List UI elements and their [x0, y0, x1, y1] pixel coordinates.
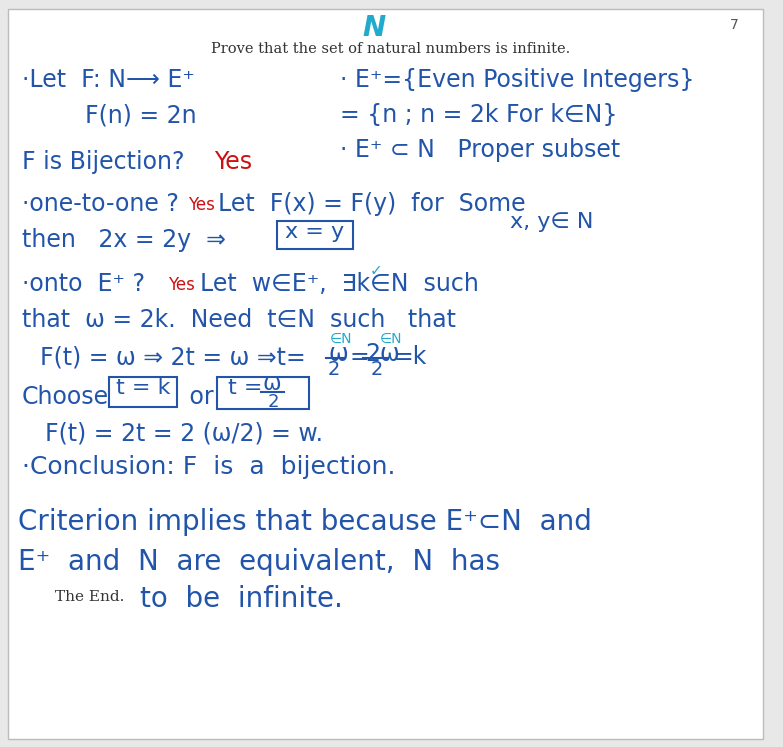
Text: F(t) = 2t = 2 (ω/2) = w.: F(t) = 2t = 2 (ω/2) = w.: [45, 421, 323, 445]
FancyBboxPatch shape: [217, 377, 309, 409]
Text: =: =: [350, 345, 370, 369]
Text: ω: ω: [328, 342, 348, 366]
Text: · E⁺ ⊂ N   Proper subset: · E⁺ ⊂ N Proper subset: [340, 138, 620, 162]
Text: Yes: Yes: [188, 196, 215, 214]
Text: 2: 2: [328, 360, 341, 379]
Text: 2: 2: [268, 393, 280, 411]
Text: ·Let  F: N⟶ E⁺: ·Let F: N⟶ E⁺: [22, 68, 195, 92]
Text: F(n) = 2n: F(n) = 2n: [85, 103, 197, 127]
Text: ∈N: ∈N: [330, 332, 352, 346]
Text: Yes: Yes: [214, 150, 252, 174]
Text: t = k: t = k: [116, 378, 170, 398]
Text: F(t) = ω ⇒ 2t = ω ⇒t=: F(t) = ω ⇒ 2t = ω ⇒t=: [40, 345, 305, 369]
FancyBboxPatch shape: [8, 9, 763, 739]
Text: 7: 7: [730, 18, 738, 32]
Text: ·onto  E⁺ ?: ·onto E⁺ ?: [22, 272, 145, 296]
Text: x, y∈ N: x, y∈ N: [510, 212, 594, 232]
Text: x = y: x = y: [286, 222, 345, 242]
Text: Yes: Yes: [168, 276, 195, 294]
Text: that  ω = 2k.  Need  t∈N  such   that: that ω = 2k. Need t∈N such that: [22, 308, 456, 332]
Text: or: or: [182, 385, 221, 409]
Text: = {n ; n = 2k For k∈N}: = {n ; n = 2k For k∈N}: [340, 103, 618, 127]
FancyBboxPatch shape: [277, 221, 353, 249]
Text: =k: =k: [393, 345, 427, 369]
Text: Criterion implies that because E⁺⊂N  and: Criterion implies that because E⁺⊂N and: [18, 508, 592, 536]
Text: N: N: [363, 14, 385, 42]
Text: ∈N: ∈N: [380, 332, 402, 346]
Text: ω: ω: [263, 374, 282, 394]
Text: t =: t =: [228, 378, 262, 398]
Text: 2ω: 2ω: [365, 342, 400, 366]
Text: · E⁺={Even Positive Integers}: · E⁺={Even Positive Integers}: [340, 68, 695, 92]
Text: The End.: The End.: [55, 590, 124, 604]
Text: F is Bijection?: F is Bijection?: [22, 150, 192, 174]
Text: Let  w∈E⁺,  ∃k∈N  such: Let w∈E⁺, ∃k∈N such: [200, 272, 479, 296]
Text: Prove that the set of natural numbers is infinite.: Prove that the set of natural numbers is…: [211, 42, 571, 56]
Text: then   2x = 2y  ⇒: then 2x = 2y ⇒: [22, 228, 226, 252]
Text: to  be  infinite.: to be infinite.: [140, 585, 343, 613]
Text: ·one-to-one ?: ·one-to-one ?: [22, 192, 179, 216]
Text: Choose: Choose: [22, 385, 109, 409]
Text: ✓: ✓: [370, 263, 383, 278]
Text: ·Conclusion: F  is  a  bijection.: ·Conclusion: F is a bijection.: [22, 455, 395, 479]
Text: Let  F(x) = F(y)  for  Some: Let F(x) = F(y) for Some: [218, 192, 525, 216]
Text: 2: 2: [371, 360, 384, 379]
FancyBboxPatch shape: [109, 377, 177, 407]
Text: E⁺  and  N  are  equivalent,  N  has: E⁺ and N are equivalent, N has: [18, 548, 500, 576]
